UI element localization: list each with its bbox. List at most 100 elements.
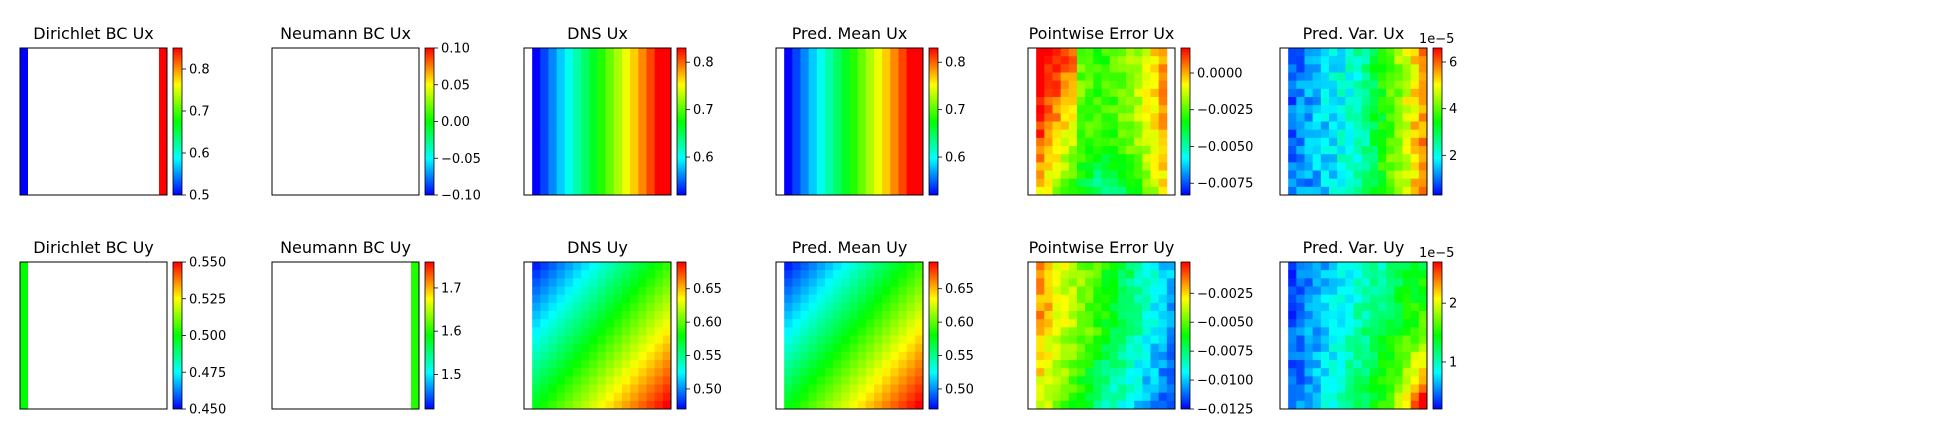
heatmap-cell — [1304, 270, 1314, 279]
heatmap-cell — [1378, 311, 1387, 320]
heatmap-cell — [1288, 278, 1297, 287]
heatmap-cell — [857, 178, 867, 188]
heatmap-cell — [1329, 302, 1338, 312]
heatmap-cell — [1052, 392, 1062, 402]
heatmap-cell — [1044, 105, 1053, 114]
heatmap-cell — [1288, 88, 1297, 98]
heatmap-cell — [874, 376, 883, 385]
heatmap-cell — [662, 72, 672, 82]
heatmap-cell — [800, 335, 810, 345]
heatmap-cell — [1093, 384, 1102, 394]
heatmap-cell — [1036, 294, 1045, 304]
heatmap-cell — [1320, 137, 1330, 147]
heatmap-cell — [800, 270, 810, 279]
heatmap-cell — [874, 88, 883, 98]
heatmap-cell — [1166, 335, 1176, 345]
chart-title: DNS Ux — [567, 24, 628, 43]
heatmap-cell — [1150, 302, 1160, 312]
heatmap-cell — [1052, 170, 1062, 180]
heatmap-cell — [1044, 286, 1053, 296]
heatmap-cell — [1060, 186, 1070, 196]
heatmap-cell — [1410, 129, 1420, 139]
heatmap-cell — [622, 162, 631, 171]
heatmap-cell — [1142, 88, 1151, 98]
heatmap-cell — [906, 392, 916, 402]
heatmap-cell — [1044, 186, 1053, 196]
heatmap-cell — [1378, 351, 1387, 361]
heatmap-cell — [1117, 64, 1127, 73]
heatmap-cell — [1296, 113, 1305, 122]
heatmap-cell — [1101, 311, 1111, 320]
heatmap-cell — [890, 137, 899, 147]
heatmap-cell — [898, 162, 908, 171]
heatmap-cell — [1134, 129, 1143, 139]
heatmap-cell — [800, 278, 810, 287]
heatmap-cell — [1402, 80, 1412, 90]
heatmap-cell — [1044, 170, 1053, 180]
heatmap-cell — [1142, 302, 1151, 312]
heatmap-cell — [1126, 302, 1135, 312]
heatmap-cell — [1296, 137, 1305, 147]
heatmap-cell — [1101, 129, 1111, 139]
heatmap-cell — [1085, 105, 1094, 114]
heatmap-cell — [573, 376, 582, 385]
heatmap-cell — [1077, 88, 1086, 98]
heatmap-cell — [898, 327, 908, 336]
heatmap-cell — [1337, 146, 1346, 155]
heatmap-cell — [1394, 270, 1403, 279]
heatmap-cell — [613, 278, 623, 287]
heatmap-cell — [914, 384, 924, 394]
heatmap-cell — [548, 368, 558, 377]
heatmap-cell — [1329, 121, 1338, 131]
heatmap-cell — [857, 154, 867, 163]
heatmap-cell — [1109, 48, 1119, 57]
heatmap-cell — [906, 146, 916, 155]
heatmap-cell — [597, 335, 607, 345]
colorbar — [1432, 261, 1443, 410]
heatmap-cell — [1296, 154, 1305, 163]
colorbar — [1432, 47, 1443, 196]
heatmap-cell — [1158, 327, 1168, 336]
heatmap-cell — [646, 97, 656, 106]
heatmap-cell — [1060, 360, 1070, 369]
heatmap-cell — [1304, 302, 1314, 312]
heatmap-cell — [540, 343, 549, 353]
heatmap-cell — [833, 327, 842, 336]
heatmap-cell — [898, 146, 908, 155]
heatmap-cell — [906, 80, 916, 90]
heatmap-cell — [874, 319, 883, 328]
heatmap-cell — [833, 392, 842, 402]
heatmap-cell — [898, 294, 908, 304]
heatmap-cell — [857, 311, 867, 320]
heatmap-cell — [1052, 88, 1062, 98]
heatmap-cell — [1052, 80, 1062, 90]
heatmap-cell — [1337, 368, 1346, 377]
heatmap-cell — [1394, 343, 1403, 353]
heatmap-cell — [1158, 88, 1168, 98]
heatmap-cell — [1304, 360, 1314, 369]
heatmap-cell — [1361, 319, 1371, 328]
heatmap-cell — [808, 384, 818, 394]
heatmap-cell — [808, 146, 818, 155]
heatmap-cell — [597, 121, 607, 131]
heatmap-cell — [1312, 162, 1322, 171]
heatmap-cell — [825, 384, 834, 394]
heatmap-cell — [638, 351, 647, 361]
heatmap-cell — [654, 80, 664, 90]
heatmap-cell — [841, 270, 850, 279]
heatmap-cell — [865, 154, 875, 163]
heatmap-cell — [1361, 351, 1371, 361]
heatmap-cell — [1345, 64, 1354, 73]
heatmap-cell — [1150, 351, 1160, 361]
heatmap-cell — [849, 88, 859, 98]
heatmap-cell — [1150, 170, 1160, 180]
heatmap-cell — [800, 186, 810, 196]
heatmap-cell — [638, 48, 647, 57]
heatmap-cell — [914, 137, 924, 147]
heatmap-cell — [792, 154, 801, 163]
heatmap-cell — [662, 186, 672, 196]
heatmap-cell — [1044, 376, 1053, 385]
heatmap-cell — [1052, 278, 1062, 287]
heatmap-cell — [890, 121, 899, 131]
heatmap-cell — [1101, 56, 1111, 65]
